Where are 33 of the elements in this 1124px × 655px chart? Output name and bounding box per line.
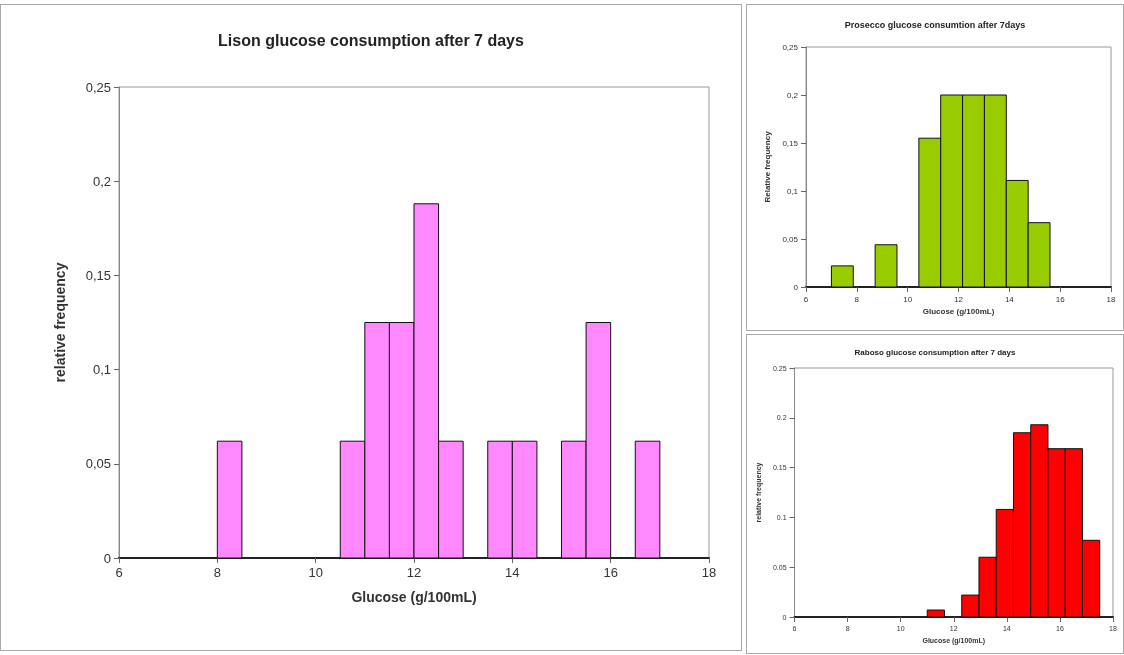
x-tick-label: 16: [603, 565, 618, 580]
y-tick-label: 0: [103, 550, 111, 566]
chart-title: Raboso glucose consumption after 7 days: [854, 347, 1017, 357]
chart-title: Lison glucose consumption after 7 days: [218, 31, 525, 49]
x-tick-label: 10: [903, 294, 913, 304]
x-tick-label: 18: [701, 565, 717, 580]
y-tick-label: 0,2: [92, 173, 111, 189]
y-tick-label: 0,25: [782, 42, 799, 52]
x-tick-label: 10: [308, 565, 323, 580]
y-tick-label: 0,15: [782, 138, 799, 148]
x-axis-title: Glucose (g/100mL): [922, 307, 995, 317]
y-tick-label: 0,1: [786, 186, 799, 196]
x-tick-label: 12: [406, 565, 422, 580]
x-axis-title: Glucose (g/100mL): [351, 589, 477, 605]
y-tick-label: 0,1: [92, 362, 111, 378]
x-tick-label: 14: [505, 565, 520, 580]
x-tick-label: 16: [1055, 294, 1066, 304]
x-tick-label: 12: [954, 294, 964, 304]
x-tick-label: 6: [803, 294, 809, 304]
y-tick-label: 0,25: [85, 79, 111, 95]
x-tick-label: 8: [213, 565, 221, 580]
y-tick-label: 0,05: [85, 456, 111, 472]
x-tick-label: 6: [115, 565, 123, 580]
x-tick-label: 14: [1004, 294, 1015, 304]
y-tick-label: 0: [793, 282, 799, 292]
x-tick-label: 8: [854, 294, 860, 304]
y-tick-label: 0,2: [786, 90, 799, 100]
chart-title: Prosecco glucose consumtion after 7days: [844, 19, 1026, 30]
y-tick-label: 0,15: [85, 267, 111, 283]
y-tick-label: 0,05: [782, 234, 799, 244]
y-axis-title: relative frequency: [52, 262, 68, 383]
x-tick-label: 18: [1106, 294, 1116, 304]
y-axis-title: Relative frequency: [763, 130, 773, 203]
